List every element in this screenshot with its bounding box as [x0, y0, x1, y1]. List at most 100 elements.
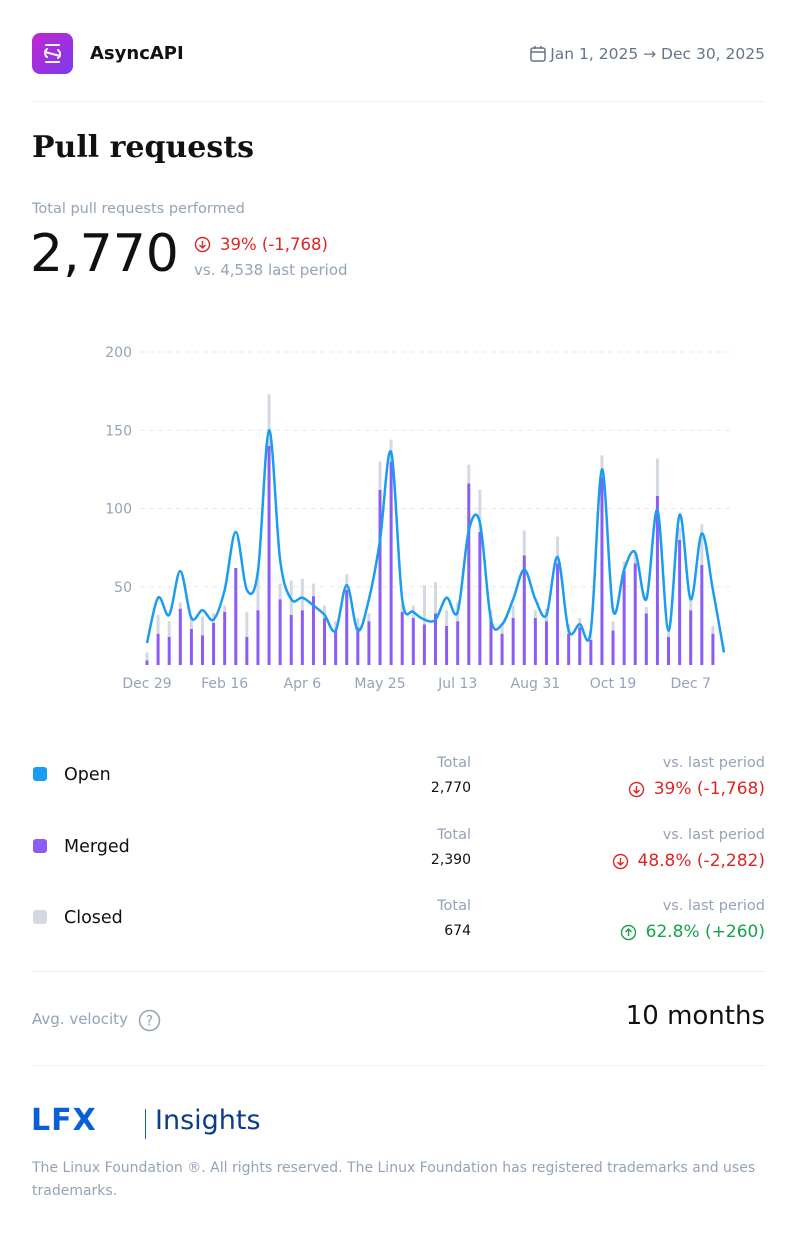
bar-merged: [289, 614, 293, 665]
bar-merged: [655, 495, 659, 665]
calendar-icon: [530, 46, 546, 62]
y-tick-label: 50: [114, 580, 132, 596]
summary-label: Total pull requests performed: [32, 201, 245, 217]
bar-closed: [611, 621, 615, 631]
bar-merged: [334, 630, 338, 665]
bar-merged: [356, 627, 360, 665]
total-value: 2,770: [430, 780, 471, 796]
project-name: AsyncAPI: [90, 43, 184, 64]
legend-swatch: [33, 767, 47, 781]
bar-closed: [400, 603, 404, 612]
x-tick-label: May 25: [354, 676, 405, 692]
bar-merged: [689, 610, 693, 665]
chart: 50 100 150 200 Dec 29 Feb 16 Apr 6 May 25 Jul 13…: [105, 345, 730, 692]
bar-closed: [311, 583, 315, 597]
bar-closed: [378, 461, 382, 490]
logo-separator: [145, 1109, 146, 1139]
bar-closed: [300, 578, 304, 611]
bar-closed: [245, 611, 249, 637]
y-tick-label: 100: [105, 502, 132, 518]
bar-merged: [200, 635, 204, 665]
bar-closed: [345, 574, 349, 590]
bar-closed: [578, 618, 582, 628]
bar-closed: [500, 624, 504, 634]
bar-merged: [400, 611, 404, 665]
down-icon: [612, 853, 629, 869]
bar-closed: [256, 571, 260, 611]
brand-name: Insights: [155, 1105, 261, 1136]
bar-merged: [245, 636, 249, 665]
bar-closed: [323, 605, 327, 619]
x-tick-label: Dec 7: [670, 676, 710, 692]
bar-merged: [622, 571, 626, 665]
bar-merged: [311, 596, 315, 665]
bar-merged: [145, 660, 149, 665]
legend-swatch: [33, 910, 47, 924]
legend-name: Merged: [64, 836, 130, 857]
bar-closed: [689, 597, 693, 611]
change-value: 62.8% (+260): [645, 922, 765, 942]
bar-merged: [178, 608, 182, 665]
change-value: 48.8% (-2,282): [637, 850, 765, 871]
bar-closed: [467, 464, 471, 484]
legend-swatch: [33, 838, 47, 853]
velocity-value: 10 months: [625, 1001, 765, 1031]
bar-merged: [422, 624, 426, 665]
bar-merged: [611, 630, 615, 665]
bar-merged: [434, 613, 437, 665]
bar-merged: [278, 599, 282, 665]
bar-closed: [678, 527, 682, 540]
bar-merged: [223, 611, 227, 665]
svg-text:?: ?: [146, 1014, 153, 1030]
help-icon[interactable]: ?: [138, 1009, 161, 1032]
velocity-label: Avg. velocity: [32, 1010, 128, 1028]
down-icon: [628, 781, 645, 798]
bar-merged: [522, 555, 526, 665]
bar-merged: [700, 564, 704, 665]
bar-closed: [633, 553, 637, 564]
bar-merged: [567, 633, 571, 665]
bar-merged: [256, 610, 260, 665]
bar-merged: [578, 627, 582, 665]
bar-closed: [533, 610, 537, 619]
bar-closed: [334, 621, 338, 631]
summary-value: 2,770: [30, 224, 179, 284]
bar-closed: [700, 524, 704, 565]
comparison-label: vs. last period: [662, 755, 765, 771]
bar-closed: [434, 582, 437, 614]
bar-closed: [478, 489, 482, 532]
bar-merged: [500, 633, 504, 665]
divider: [32, 971, 765, 972]
bar-merged: [544, 621, 548, 665]
bar-merged: [189, 629, 193, 665]
bar-merged: [445, 625, 449, 665]
bar-merged: [511, 618, 515, 665]
bar-merged: [478, 531, 482, 665]
bar-merged: [345, 589, 349, 665]
date-range[interactable]: Jan 1, 2025 → Dec 30, 2025: [550, 45, 765, 63]
x-tick-label: Aug 31: [511, 676, 561, 692]
bar-merged: [378, 489, 382, 665]
bar-closed: [200, 616, 204, 636]
project-logo: [32, 33, 73, 74]
bar-merged: [212, 622, 216, 665]
total-label: Total: [437, 898, 471, 914]
total-value: 2,390: [430, 851, 471, 868]
y-tick-label: 150: [105, 423, 132, 439]
bar-merged: [300, 610, 304, 665]
line-open: [145, 428, 726, 653]
x-tick-label: Dec 29: [122, 676, 171, 692]
down-icon: [194, 236, 211, 253]
bar-merged: [323, 618, 327, 665]
bar-closed: [600, 455, 604, 478]
bar-merged: [644, 613, 648, 665]
summary-comparison: vs. 4,538 last period: [194, 261, 348, 279]
bar-closed: [356, 618, 360, 628]
bar-merged: [456, 621, 460, 665]
bar-merged: [411, 618, 415, 665]
legend-name: Closed: [64, 908, 123, 928]
bar-closed: [178, 602, 182, 609]
y-tick-label: 200: [105, 345, 132, 361]
comparison-label: vs. last period: [662, 826, 765, 843]
